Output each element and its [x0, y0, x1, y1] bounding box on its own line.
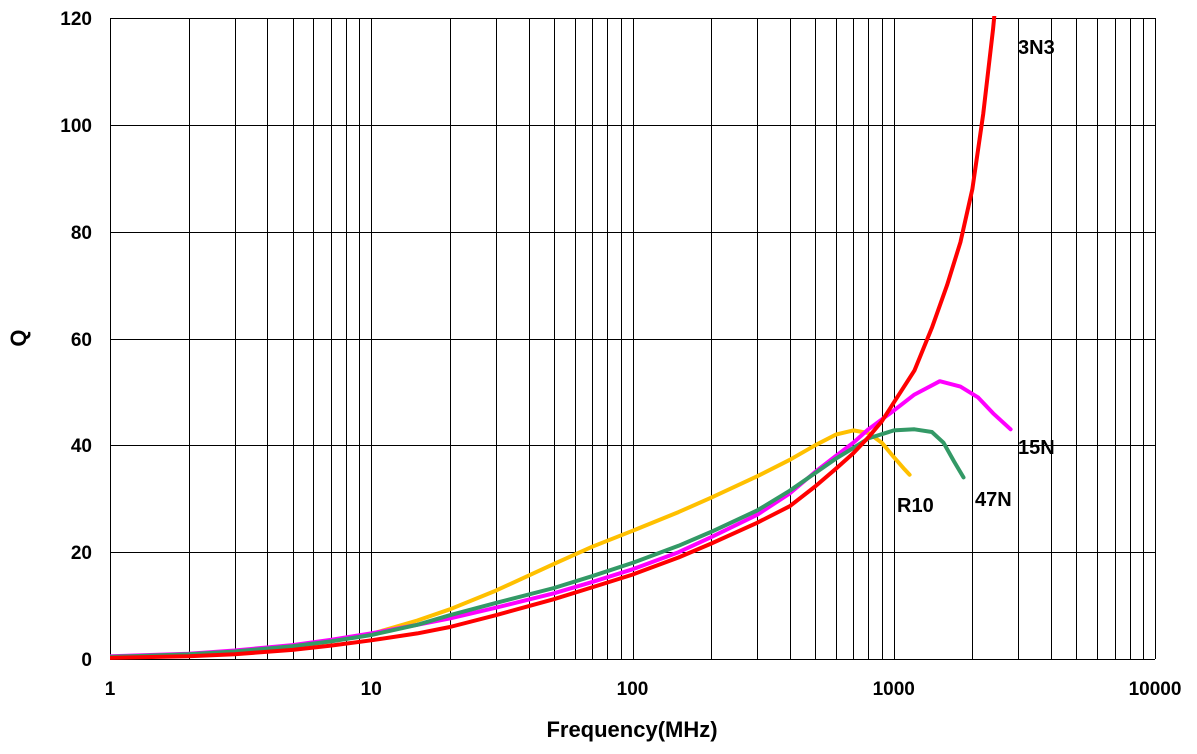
x-tick-label: 10000 — [1129, 679, 1182, 700]
y-tick-label: 100 — [60, 116, 92, 137]
x-tick-label: 10 — [361, 679, 382, 700]
y-tick-label: 0 — [81, 650, 92, 671]
y-tick-label: 60 — [71, 330, 92, 351]
x-tick-label: 1 — [105, 679, 116, 700]
x-axis-title: Frequency(MHz) — [546, 717, 717, 742]
y-tick-label: 120 — [60, 9, 92, 30]
y-tick-label: 20 — [71, 543, 92, 564]
series-label-15n: 15N — [1018, 437, 1055, 459]
y-tick-label: 40 — [71, 436, 92, 457]
y-axis-ticks: 0 20 40 60 80 100 120 — [60, 9, 92, 671]
y-axis-title: Q — [6, 329, 31, 346]
x-tick-label: 100 — [617, 679, 649, 700]
x-axis-ticks: 1 10 100 1000 10000 — [105, 679, 1182, 700]
y-tick-label: 80 — [71, 223, 92, 244]
series-label-r10: R10 — [897, 495, 934, 517]
series-label-3n3: 3N3 — [1018, 37, 1055, 59]
series-label-47n: 47N — [975, 489, 1012, 511]
x-tick-label: 1000 — [873, 679, 915, 700]
